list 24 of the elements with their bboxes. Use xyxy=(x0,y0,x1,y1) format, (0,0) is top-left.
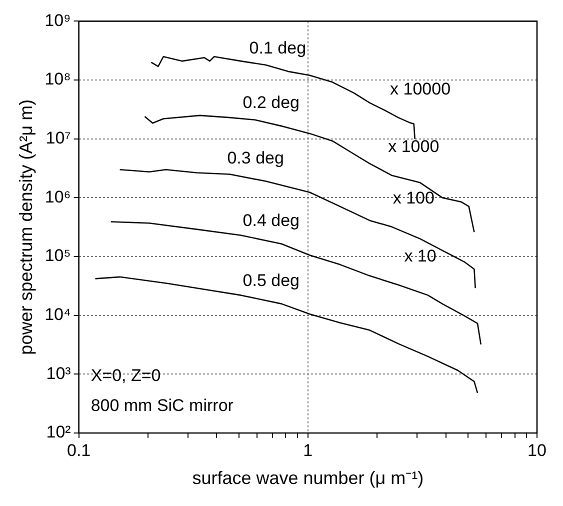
x-axis-title: surface wave number (μ m⁻¹) xyxy=(192,468,424,488)
series-label: 0.3 deg xyxy=(227,148,284,168)
y-tick-label: 10² xyxy=(46,422,72,442)
y-tick-label: 10⁷ xyxy=(46,128,71,148)
series-label: 0.4 deg xyxy=(242,210,300,230)
annotation: x 100 xyxy=(392,188,434,208)
annotation: X=0, Z=0 xyxy=(90,366,161,385)
y-axis-title: power spectrum density (A²μ m) xyxy=(16,99,36,355)
y-tick-label: 10⁵ xyxy=(44,246,71,266)
annotation: x 10 xyxy=(404,246,436,266)
series-label: 0.2 deg xyxy=(242,93,300,112)
y-tick-label: 10³ xyxy=(46,364,72,383)
y-tick-label: 10⁸ xyxy=(44,70,71,89)
annotation: x 10000 xyxy=(390,79,451,98)
x-tick-label: 10 xyxy=(528,440,546,460)
annotation: 800 mm SiC mirror xyxy=(90,396,234,415)
y-tick-label: 10⁴ xyxy=(44,305,71,324)
x-tick-label: 0.1 xyxy=(66,440,91,460)
series-label: 0.1 deg xyxy=(249,38,306,58)
series-label: 0.5 deg xyxy=(242,270,300,290)
y-tick-label: 10⁹ xyxy=(44,10,71,30)
x-tick-label: 1 xyxy=(303,440,313,460)
y-tick-label: 10⁶ xyxy=(44,187,71,206)
annotation: x 1000 xyxy=(388,137,440,156)
